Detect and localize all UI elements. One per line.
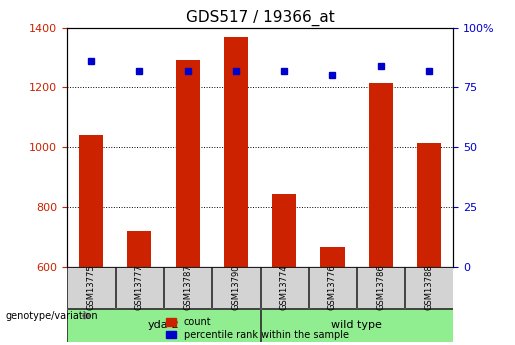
Text: genotype/variation: genotype/variation <box>5 311 98 321</box>
Bar <box>176 60 200 267</box>
FancyBboxPatch shape <box>405 267 453 308</box>
Bar <box>79 135 103 267</box>
Bar <box>272 194 296 267</box>
Bar <box>369 83 393 267</box>
FancyBboxPatch shape <box>357 267 404 308</box>
Text: GSM13788: GSM13788 <box>424 265 434 310</box>
FancyBboxPatch shape <box>261 309 453 342</box>
Text: GSM13777: GSM13777 <box>135 265 144 310</box>
Text: GSM13787: GSM13787 <box>183 265 192 310</box>
Legend: count, percentile rank within the sample: count, percentile rank within the sample <box>166 317 349 340</box>
FancyBboxPatch shape <box>261 267 308 308</box>
Bar <box>417 143 441 267</box>
FancyBboxPatch shape <box>116 267 163 308</box>
Text: wild type: wild type <box>331 320 382 330</box>
Bar <box>224 37 248 267</box>
FancyBboxPatch shape <box>309 267 356 308</box>
Text: GSM13776: GSM13776 <box>328 265 337 310</box>
Bar <box>127 231 151 267</box>
FancyBboxPatch shape <box>67 309 260 342</box>
Title: GDS517 / 19366_at: GDS517 / 19366_at <box>186 10 334 26</box>
Bar <box>320 247 345 267</box>
Text: yda-2: yda-2 <box>148 320 179 330</box>
Text: GSM13786: GSM13786 <box>376 265 385 310</box>
FancyBboxPatch shape <box>67 267 115 308</box>
Text: GSM13774: GSM13774 <box>280 265 289 310</box>
FancyBboxPatch shape <box>164 267 211 308</box>
Text: GSM13775: GSM13775 <box>87 265 96 310</box>
FancyBboxPatch shape <box>212 267 260 308</box>
Text: GSM13790: GSM13790 <box>231 265 241 310</box>
